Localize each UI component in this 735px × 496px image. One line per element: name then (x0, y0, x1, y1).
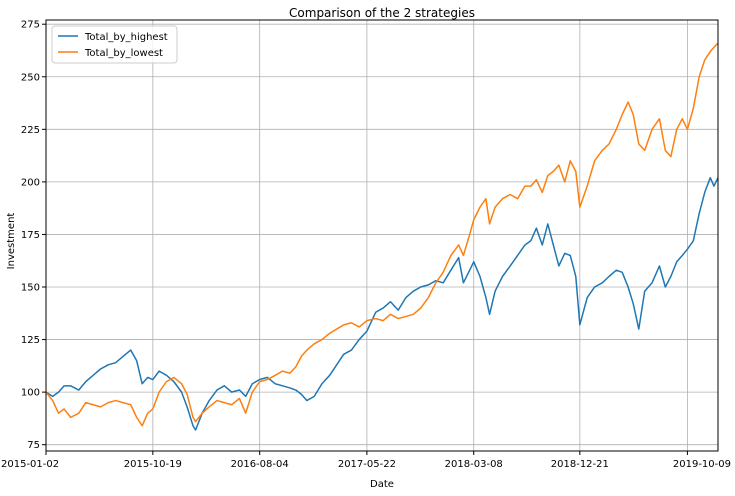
series-lines (45, 42, 719, 431)
plot-area-frame (45, 19, 719, 452)
x-tick-label: 2018-03-08 (445, 459, 503, 470)
y-tick-label: 150 (21, 283, 40, 294)
y-tick-label: 125 (21, 335, 40, 346)
y-tick-label: 225 (21, 125, 40, 136)
grid (45, 20, 718, 451)
y-axis: 75 100 125 150 175 200 225 250 275 (21, 20, 46, 451)
legend: Total_by_highest Total_by_lowest (51, 25, 178, 64)
x-axis-label: Date (370, 479, 394, 490)
y-tick-label: 200 (21, 177, 40, 188)
chart-title: Comparison of the 2 strategies (289, 6, 475, 20)
y-tick-label: 175 (21, 230, 40, 241)
x-tick-label: 2019-10-09 (673, 459, 731, 470)
x-tick-label: 2015-10-19 (124, 459, 182, 470)
y-tick-label: 75 (27, 440, 40, 451)
x-tick-label: 2018-12-21 (551, 459, 609, 470)
x-tick-label: 2015-01-02 (1, 459, 59, 470)
series-line-total-by-lowest (45, 42, 719, 427)
legend-label-lowest: Total_by_lowest (84, 48, 163, 59)
y-axis-label: Investment (6, 213, 17, 270)
x-tick-label: 2016-08-04 (231, 459, 289, 470)
y-tick-label: 250 (21, 72, 40, 83)
legend-box (51, 25, 178, 64)
y-tick-label: 100 (21, 388, 40, 399)
legend-label-highest: Total_by_highest (84, 32, 168, 43)
y-tick-label: 275 (21, 20, 40, 31)
series-line-total-by-highest (45, 176, 719, 431)
x-axis: 2015-01-02 2015-10-19 2016-08-04 2017-05-22… (1, 451, 731, 470)
x-tick-label: 2017-05-22 (338, 459, 396, 470)
